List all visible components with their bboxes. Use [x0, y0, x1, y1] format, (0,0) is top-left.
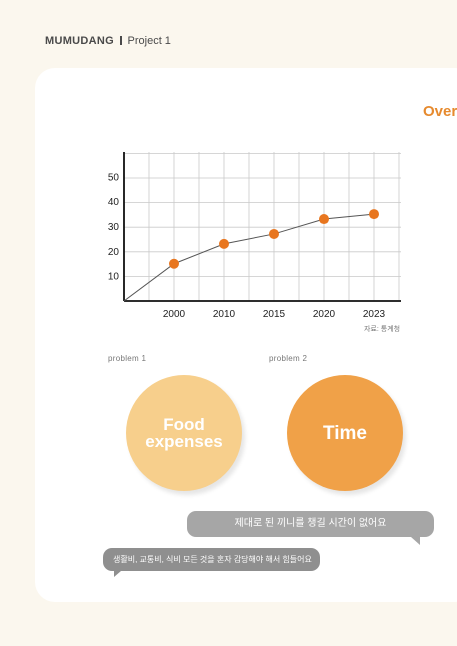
x-tick-label: 2015	[263, 309, 286, 320]
y-tick-label: 20	[108, 247, 120, 258]
x-tick-label: 2000	[163, 309, 186, 320]
x-tick-label: 2020	[313, 309, 336, 320]
data-point	[169, 258, 179, 269]
overview-title: Over	[423, 103, 457, 120]
y-tick-label: 40	[108, 197, 120, 208]
x-tick-label: 2010	[213, 309, 236, 320]
speech-bubble-time: 제대로 된 끼니를 챙길 시간이 없어요	[187, 511, 434, 537]
data-point	[319, 214, 329, 225]
y-tick-label: 10	[108, 272, 120, 283]
problem-1-circle: Food expenses	[126, 375, 242, 491]
data-point	[369, 209, 379, 220]
x-tick-label: 2023	[363, 309, 386, 320]
y-tick-label: 30	[108, 222, 120, 233]
page-header: MUMUDANG Project 1	[45, 35, 171, 47]
chart-source: 자료: 통계청	[364, 326, 401, 333]
series-line	[123, 213, 375, 302]
speech-bubble-expenses-tail	[114, 571, 121, 577]
speech-bubble-expenses: 생활비, 교통비, 식비 모든 것을 혼자 감당해야 해서 힘들어요	[103, 548, 320, 571]
y-tick-label: 50	[108, 172, 120, 183]
problem-1-title: Food expenses	[145, 415, 223, 451]
data-point	[269, 228, 279, 239]
problem-2-label: problem 2	[269, 354, 308, 363]
problem-1-label: problem 1	[108, 354, 147, 363]
header-divider	[120, 36, 122, 45]
problem-2-circle: Time	[287, 375, 403, 491]
problem-2-title: Time	[322, 422, 367, 444]
project-name: Project 1	[127, 35, 171, 47]
speech-bubble-time-tail	[411, 537, 420, 545]
data-point	[219, 238, 229, 249]
brand-name: MUMUDANG	[45, 35, 115, 47]
